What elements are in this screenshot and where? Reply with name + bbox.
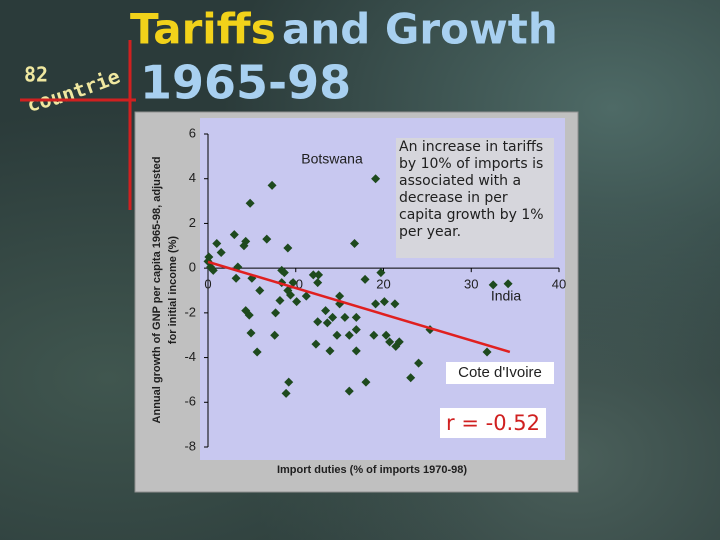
- data-point: [308, 270, 318, 280]
- y-axis-label: for initial income (%): [167, 236, 179, 345]
- data-point: [292, 297, 302, 307]
- data-point: [313, 317, 323, 327]
- data-point: [376, 268, 386, 278]
- data-point: [406, 373, 416, 383]
- data-point: [212, 239, 222, 249]
- trend-line: [207, 260, 511, 354]
- data-point: [321, 306, 331, 316]
- data-point: [252, 347, 262, 357]
- data-point: [208, 265, 218, 275]
- data-point: [262, 234, 272, 244]
- data-point: [241, 236, 251, 246]
- y-tick-label: -8: [184, 438, 196, 453]
- data-point: [311, 339, 321, 349]
- data-point: [255, 286, 265, 295]
- data-point: [503, 279, 513, 289]
- data-point: [414, 358, 424, 368]
- data-point: [322, 318, 332, 328]
- x-axis-label: Import duties (% of imports 1970-98): [277, 464, 467, 476]
- data-point: [244, 310, 254, 320]
- data-point: [328, 312, 338, 322]
- data-point: [351, 312, 361, 322]
- title-part-1: Tariffs: [130, 5, 276, 54]
- y-tick-label: -2: [184, 304, 196, 319]
- data-point: [335, 291, 345, 301]
- data-point: [285, 290, 295, 300]
- x-tick-label: 0: [204, 277, 211, 292]
- data-point: [482, 347, 492, 357]
- y-tick-label: -4: [184, 349, 196, 364]
- data-point: [216, 247, 226, 257]
- y-axis-label: Annual growth of GNP per capita 1965-98,…: [151, 157, 163, 424]
- x-tick-label: 40: [552, 277, 566, 292]
- data-point: [301, 291, 311, 301]
- data-point: [325, 346, 335, 356]
- data-point: [371, 299, 381, 309]
- data-point: [351, 325, 361, 335]
- data-point: [271, 308, 281, 318]
- annotation-box: An increase in tariffs by 10% of imports…: [396, 138, 554, 258]
- x-tick-label: 30: [464, 277, 478, 292]
- data-point: [229, 230, 239, 240]
- data-point: [360, 274, 370, 284]
- data-point: [351, 346, 361, 356]
- label-box: [440, 408, 546, 438]
- data-point: [231, 273, 241, 283]
- data-point: [381, 330, 391, 340]
- data-point: [379, 297, 389, 307]
- data-point: [371, 174, 381, 184]
- data-point: [369, 330, 379, 340]
- data-point: [390, 299, 400, 309]
- y-tick-label: -6: [184, 394, 196, 409]
- badge-number: 82: [24, 63, 48, 87]
- y-tick-label: 0: [189, 260, 196, 275]
- x-tick-label: 20: [376, 277, 390, 292]
- data-point: [245, 198, 255, 208]
- data-point: [340, 312, 350, 322]
- subtitle: 1965-98: [140, 56, 351, 110]
- data-point: [344, 330, 354, 340]
- data-point: [332, 330, 342, 340]
- data-point: [385, 337, 395, 347]
- annotation: Cote d'Ivoire: [458, 364, 542, 381]
- data-point: [283, 243, 293, 253]
- data-point: [344, 386, 354, 396]
- label-box: [446, 362, 554, 384]
- data-point: [279, 268, 289, 278]
- annotation: Botswana: [301, 151, 363, 167]
- data-point: [270, 330, 280, 340]
- data-point: [281, 388, 291, 398]
- annotation: India: [491, 288, 522, 304]
- title-part-2: and Growth: [282, 5, 558, 54]
- data-point: [267, 180, 277, 190]
- y-tick-label: 6: [189, 125, 196, 140]
- data-point: [275, 296, 285, 306]
- data-point: [284, 377, 294, 387]
- data-point: [288, 278, 298, 288]
- data-point: [361, 377, 371, 387]
- annotation: r = -0.52: [446, 411, 540, 435]
- data-point: [246, 328, 256, 338]
- data-point: [350, 239, 360, 249]
- y-tick-label: 2: [189, 215, 196, 230]
- data-point: [394, 337, 404, 347]
- data-point: [314, 270, 324, 280]
- data-point: [488, 280, 498, 290]
- data-point: [313, 278, 323, 288]
- y-tick-label: 4: [189, 170, 196, 185]
